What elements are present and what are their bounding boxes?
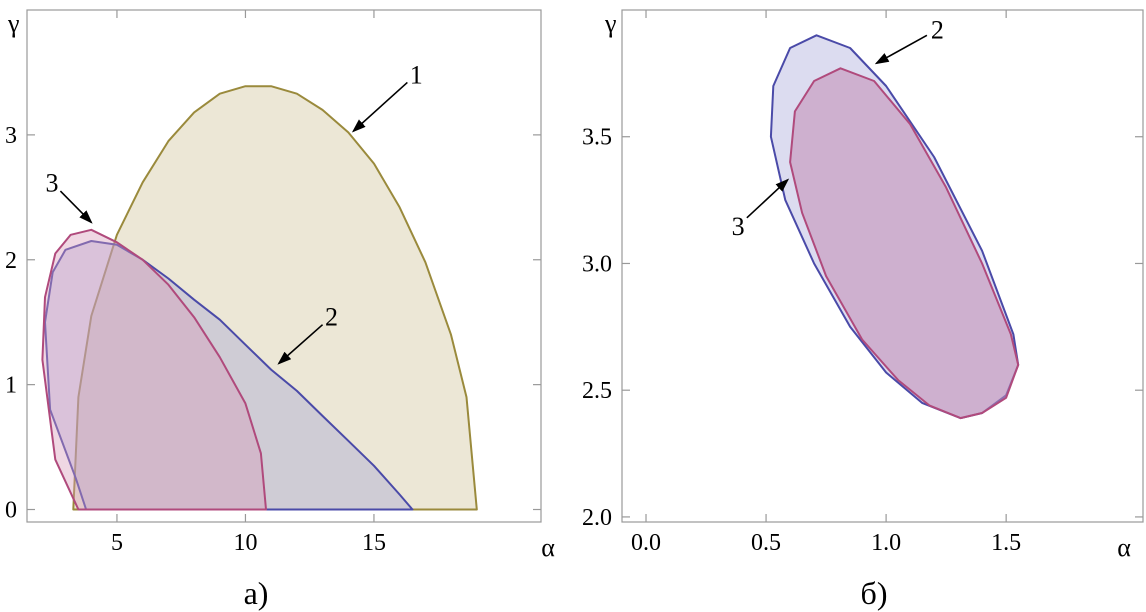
x-tick-label-a: 15 [362,530,386,556]
curve-label-a-3: 3 [45,169,58,198]
y-axis-label-a: γ [7,9,20,38]
curve-label-b-2: 2 [931,16,944,45]
plot-frame-b [621,9,1144,523]
y-tick-label-a: 2 [5,248,17,274]
panel-a: 5 10 15 0 1 2 3 α γ 1 2 3 а) [5,9,555,611]
x-tick-label-b: 1.0 [871,530,901,556]
curve-label-b-3: 3 [732,212,745,241]
y-tick-label-b: 2.5 [582,378,612,404]
annotation-arrow-a-2 [277,324,324,365]
x-tick-label-b: 1.5 [991,530,1021,556]
plot-frame-a [26,9,542,523]
y-tick-label-b: 3.5 [582,125,612,151]
y-tick-label-a: 3 [5,123,17,149]
x-axis-label-a: α [541,533,555,562]
x-tick-label-b: 0.0 [631,530,661,556]
series-a-1-region [72,85,478,511]
curve-label-a-1: 1 [410,60,423,89]
y-tick-label-a: 0 [5,498,17,524]
y-tick-label-a: 1 [5,373,17,399]
y-axis-label-b: γ [604,9,617,38]
annotation-arrow-b-2 [874,34,928,65]
panel-label-b: б) [861,575,888,611]
y-tick-label-b: 2.0 [582,505,612,531]
x-tick-label-a: 5 [111,530,123,556]
x-axis-label-b: α [1117,533,1131,562]
series-a-3-region [41,228,267,511]
curve-label-a-2: 2 [325,303,338,332]
series-b-3-region [789,67,1020,420]
annotation-arrow-a-3 [59,190,93,224]
panel-label-a: а) [244,575,269,611]
x-tick-label-b: 0.5 [751,530,781,556]
annotation-arrow-a-1 [351,81,408,133]
x-tick-label-a: 10 [233,530,257,556]
panel-b: 0.0 0.5 1.0 1.5 2.0 2.5 3.0 3.5 α γ 2 3 б) [582,9,1144,611]
annotation-arrow-b-3 [746,178,790,219]
y-tick-label-b: 3.0 [582,251,612,277]
